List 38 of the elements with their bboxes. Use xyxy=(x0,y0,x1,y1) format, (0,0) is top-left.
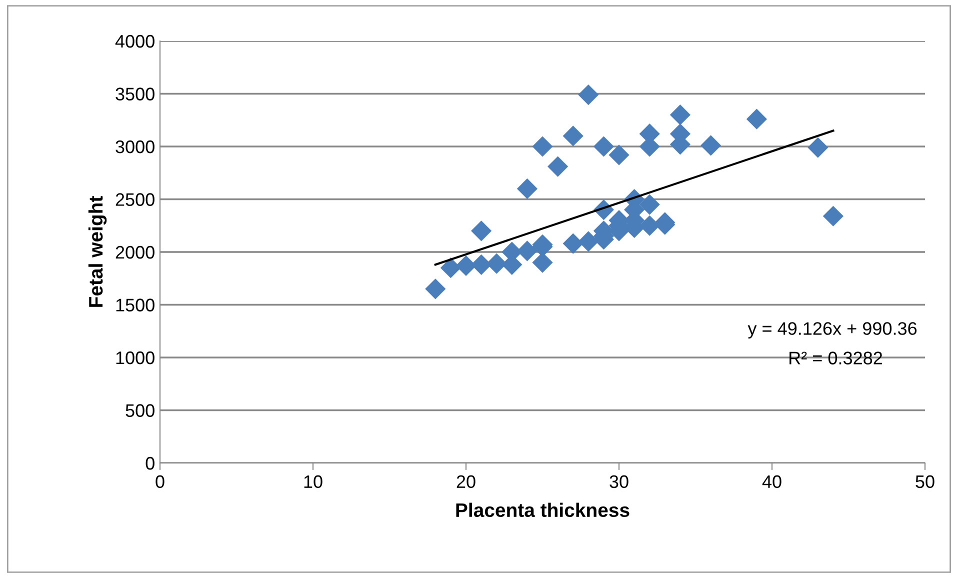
x-tick-label: 10 xyxy=(304,475,322,488)
y-tick-label: 4000 xyxy=(115,34,154,48)
point xyxy=(456,255,476,276)
x-tick-label: 30 xyxy=(610,475,628,488)
point xyxy=(562,126,584,146)
y-tick-label: 2500 xyxy=(116,193,154,206)
point xyxy=(578,84,599,106)
point xyxy=(516,178,538,199)
y-axis-title: Fetal weight xyxy=(88,196,107,307)
y-tick-label: 1500 xyxy=(116,298,154,312)
point xyxy=(639,194,660,215)
x-tick-label: 50 xyxy=(916,475,934,488)
y-tick-label: 1000 xyxy=(116,351,154,364)
x-axis-title: Placenta thickness xyxy=(456,502,630,518)
annotation: y = 49.126x + 990.36 xyxy=(748,322,917,338)
point xyxy=(471,220,492,242)
point xyxy=(425,278,446,300)
y-tick-label: 3000 xyxy=(116,140,154,154)
y-tick-label: 0 xyxy=(146,456,154,470)
point xyxy=(578,231,599,252)
point xyxy=(608,144,630,166)
point xyxy=(670,104,690,126)
point xyxy=(822,206,844,226)
x-tick-label: 40 xyxy=(762,475,782,488)
annotation: R² = 0.3282 xyxy=(790,352,882,364)
point xyxy=(593,136,614,157)
x-tick-label: 20 xyxy=(456,475,476,488)
point xyxy=(548,156,568,177)
point xyxy=(562,233,584,254)
y-tick-label: 3500 xyxy=(116,88,154,100)
point xyxy=(700,135,722,156)
y-tick-label: 500 xyxy=(126,404,154,417)
x-tick-label: 0 xyxy=(156,475,164,488)
point xyxy=(746,108,767,130)
point xyxy=(532,136,553,157)
y-tick-label: 2000 xyxy=(116,246,154,259)
point xyxy=(808,137,828,158)
point xyxy=(639,215,660,236)
